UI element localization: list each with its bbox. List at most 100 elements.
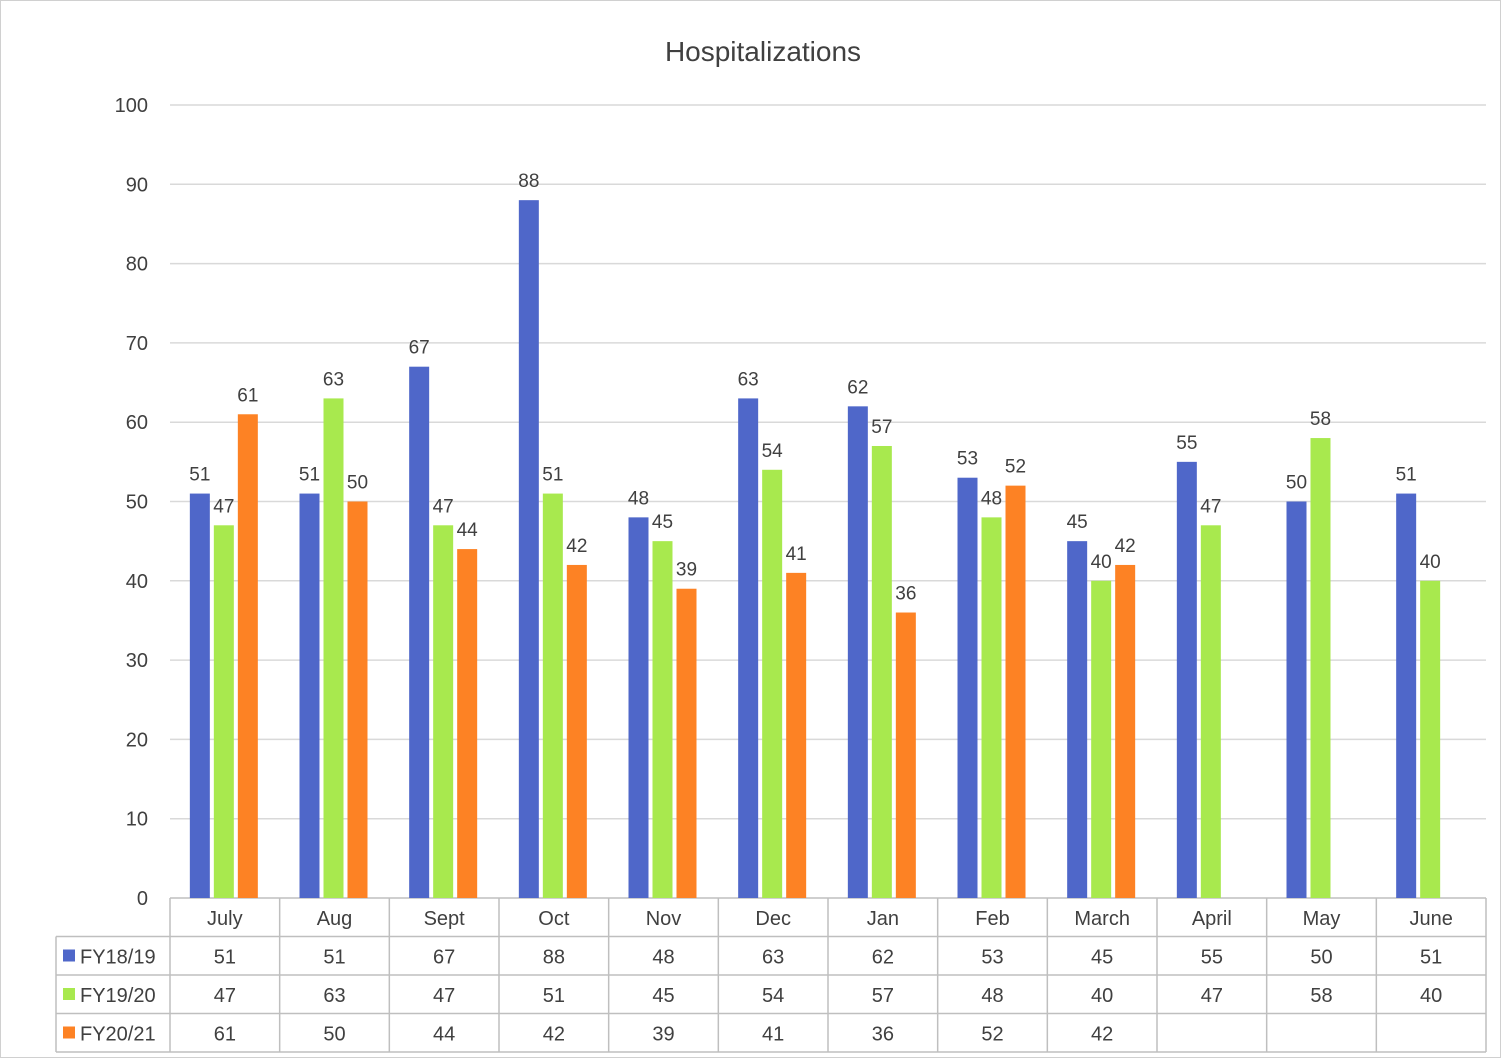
bar <box>895 612 916 898</box>
table-cell: 67 <box>433 947 455 969</box>
data-label: 45 <box>652 512 673 533</box>
table-cell: 44 <box>433 1024 455 1046</box>
y-tick-label: 40 <box>126 571 148 593</box>
table-cell: 50 <box>1310 947 1332 969</box>
bar <box>676 588 697 898</box>
data-label: 62 <box>847 377 868 398</box>
bar <box>189 493 210 898</box>
bar <box>762 469 783 898</box>
data-label: 51 <box>1396 465 1417 486</box>
bar <box>652 541 673 898</box>
y-tick-label: 30 <box>126 650 148 672</box>
bar <box>237 414 258 898</box>
table-cell: 53 <box>981 947 1003 969</box>
bar <box>738 398 759 898</box>
table-cell: 47 <box>433 985 455 1007</box>
bar <box>518 200 539 898</box>
bar <box>871 445 892 898</box>
table-cell: 48 <box>981 985 1003 1007</box>
bars <box>189 200 1441 898</box>
data-label: 54 <box>762 441 784 462</box>
bar <box>1091 580 1112 898</box>
table-cell: 40 <box>1420 985 1442 1007</box>
data-label: 50 <box>1286 473 1307 494</box>
bar <box>299 493 320 898</box>
data-label: 52 <box>1005 457 1026 478</box>
table-cell: 63 <box>323 985 345 1007</box>
legend-swatch <box>63 988 75 1000</box>
table-cell: 62 <box>872 947 894 969</box>
legend-swatch <box>63 1026 75 1039</box>
y-tick-label: 50 <box>126 492 148 514</box>
bar <box>1310 438 1331 898</box>
bar <box>347 501 368 898</box>
bar <box>1067 541 1088 898</box>
table-cell: 63 <box>762 947 784 969</box>
y-tick-label: 100 <box>115 95 148 117</box>
data-label: 41 <box>786 544 807 565</box>
bar <box>566 564 587 898</box>
table-cell: 41 <box>762 1024 784 1046</box>
data-label: 48 <box>628 488 649 509</box>
y-tick-label: 90 <box>126 174 148 196</box>
table-cell: 47 <box>214 985 236 1007</box>
data-label: 67 <box>409 338 430 359</box>
bar <box>1115 564 1136 898</box>
table-cell: 50 <box>323 1024 345 1046</box>
bar <box>1176 461 1197 898</box>
data-label: 47 <box>213 496 234 517</box>
data-label: 55 <box>1176 433 1197 454</box>
y-tick-label: 70 <box>126 333 148 355</box>
table-cell: 57 <box>872 985 894 1007</box>
category-label: Jan <box>867 908 899 930</box>
data-label: 88 <box>518 171 539 192</box>
y-axis: 0 10 20 30 40 50 60 70 80 90 100 <box>115 95 148 910</box>
bar <box>1286 501 1307 898</box>
bar <box>1200 525 1221 898</box>
bar <box>542 493 563 898</box>
bar <box>1396 493 1417 898</box>
bar <box>433 525 454 898</box>
data-label: 51 <box>542 465 563 486</box>
data-label: 45 <box>1067 512 1088 533</box>
y-tick-label: 10 <box>126 809 148 831</box>
data-label: 53 <box>957 449 978 470</box>
table-cell: 39 <box>652 1024 674 1046</box>
data-label: 58 <box>1310 409 1331 430</box>
data-label: 44 <box>457 520 479 541</box>
category-label: Feb <box>975 908 1009 930</box>
data-label: 51 <box>189 465 210 486</box>
bar <box>628 517 649 898</box>
category-label: Oct <box>538 908 570 930</box>
table-cell: 45 <box>652 985 674 1007</box>
category-label: July <box>207 908 243 930</box>
table-cell: 55 <box>1201 947 1223 969</box>
gridlines <box>170 104 1486 899</box>
bar <box>457 549 478 898</box>
series-name: FY18/19 <box>80 947 156 969</box>
data-label: 36 <box>895 584 916 605</box>
table-cell: 52 <box>981 1024 1003 1046</box>
data-label: 39 <box>676 560 697 581</box>
table-cell: 51 <box>323 947 345 969</box>
data-label: 40 <box>1091 552 1112 573</box>
data-label: 47 <box>1200 496 1221 517</box>
category-label: Sept <box>424 908 466 930</box>
category-label: Nov <box>646 908 682 930</box>
table-cell: 51 <box>1420 947 1442 969</box>
bar <box>1420 580 1441 898</box>
series-name: FY19/20 <box>80 985 156 1007</box>
table-cell: 40 <box>1091 985 1113 1007</box>
bar <box>786 572 807 898</box>
y-tick-label: 80 <box>126 254 148 276</box>
data-table: July Aug Sept Oct Nov Dec Jan Feb March April May J… <box>55 898 1487 1053</box>
y-tick-label: 60 <box>126 412 148 434</box>
chart-title: Hospitalizations <box>665 36 861 67</box>
category-label: March <box>1074 908 1130 930</box>
category-label: June <box>1409 908 1452 930</box>
table-cell: 51 <box>214 947 236 969</box>
bar <box>213 525 234 898</box>
